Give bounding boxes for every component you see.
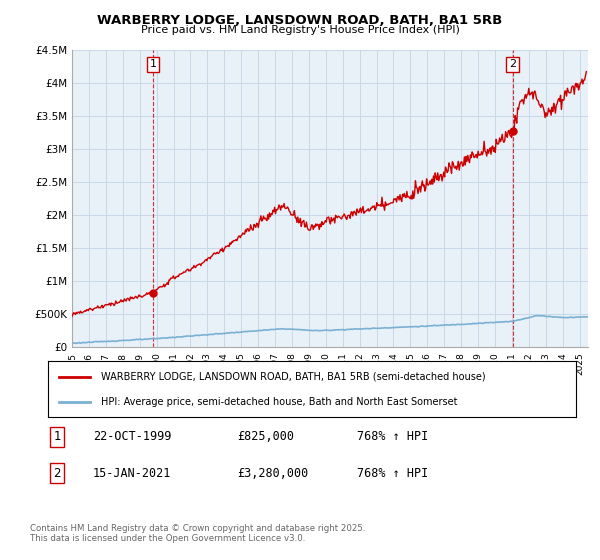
Text: £3,280,000: £3,280,000: [237, 466, 308, 480]
Text: 1: 1: [53, 430, 61, 444]
Text: 768% ↑ HPI: 768% ↑ HPI: [357, 466, 428, 480]
Text: HPI: Average price, semi-detached house, Bath and North East Somerset: HPI: Average price, semi-detached house,…: [101, 396, 457, 407]
Text: 2: 2: [509, 59, 516, 69]
Text: WARBERRY LODGE, LANSDOWN ROAD, BATH, BA1 5RB (semi-detached house): WARBERRY LODGE, LANSDOWN ROAD, BATH, BA1…: [101, 372, 485, 382]
Text: 15-JAN-2021: 15-JAN-2021: [93, 466, 172, 480]
Text: 768% ↑ HPI: 768% ↑ HPI: [357, 430, 428, 444]
Text: 2: 2: [53, 466, 61, 480]
Text: 22-OCT-1999: 22-OCT-1999: [93, 430, 172, 444]
Text: Price paid vs. HM Land Registry's House Price Index (HPI): Price paid vs. HM Land Registry's House …: [140, 25, 460, 35]
Text: WARBERRY LODGE, LANSDOWN ROAD, BATH, BA1 5RB: WARBERRY LODGE, LANSDOWN ROAD, BATH, BA1…: [97, 14, 503, 27]
Text: Contains HM Land Registry data © Crown copyright and database right 2025.
This d: Contains HM Land Registry data © Crown c…: [30, 524, 365, 543]
Text: 1: 1: [150, 59, 157, 69]
Text: £825,000: £825,000: [237, 430, 294, 444]
